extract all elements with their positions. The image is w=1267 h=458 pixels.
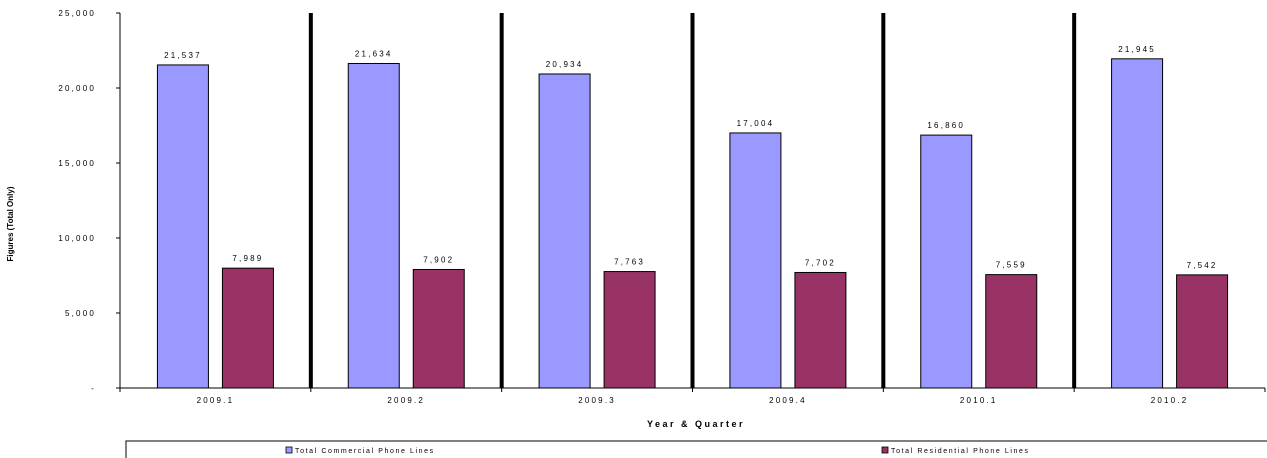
x-tick-label: 2010.2 [1151,396,1189,405]
bar-commercial [920,134,973,389]
y-tick-label: - [91,384,96,393]
data-label: 21,537 [164,51,202,60]
data-labels: 21,537 21,634 20,934 17,004 16,860 21,945 7,98… [164,45,1218,270]
data-label: 7,702 [805,258,836,267]
legend-label: Total Commercial Phone Lines [295,448,435,455]
bar-residential [603,271,656,389]
data-label: 7,763 [614,258,645,267]
x-tick-label: 2009.4 [769,396,807,405]
legend-label: Total Residential Phone Lines [891,448,1030,455]
data-label: 7,559 [996,261,1027,270]
data-label: 7,542 [1187,261,1218,270]
x-axis-title: Year & Quarter [647,419,745,429]
legend-swatch [285,446,293,454]
data-label: 7,902 [423,255,454,264]
bar-residential [794,271,847,389]
bar-commercial [538,73,591,389]
legend-box [125,440,1267,458]
category-dividers [308,13,1077,388]
bar-residential [221,267,274,389]
data-label: 7,989 [232,254,263,263]
data-label: 17,004 [737,119,775,128]
y-tick-label: 25,000 [58,9,96,18]
x-tick-label: 2009.1 [197,396,235,405]
data-label: 20,934 [546,60,584,69]
bar-commercial [347,62,400,389]
bar-commercial [156,64,209,389]
y-tick-label: 20,000 [58,84,96,93]
y-axis-title: Figures (Total Only) [6,186,15,261]
data-label: 21,945 [1118,45,1156,54]
bar-commercial [729,132,782,389]
x-tick-label: 2010.1 [960,396,998,405]
data-label: 16,860 [927,121,965,130]
legend-swatch [881,446,889,454]
bar-residential [985,274,1038,389]
y-tick-label: 10,000 [58,234,96,243]
y-tick-labels: - 5,000 10,000 15,000 20,000 25,000 [58,9,96,393]
x-tick-label: 2009.3 [578,396,616,405]
y-tick-label: 5,000 [65,309,96,318]
bar-commercial [1111,58,1164,389]
bar-residential [1176,274,1229,389]
x-tick-label: 2009.2 [387,396,425,405]
bar-residential [412,268,465,389]
x-tick-labels: 2009.1 2009.2 2009.3 2009.4 2010.1 2010.2 [197,396,1189,405]
bars [156,58,1229,389]
data-label: 21,634 [355,49,393,58]
y-tick-label: 15,000 [58,159,96,168]
legend: Total Commercial Phone Lines Total Reside… [125,440,1267,458]
axes [116,12,1266,392]
